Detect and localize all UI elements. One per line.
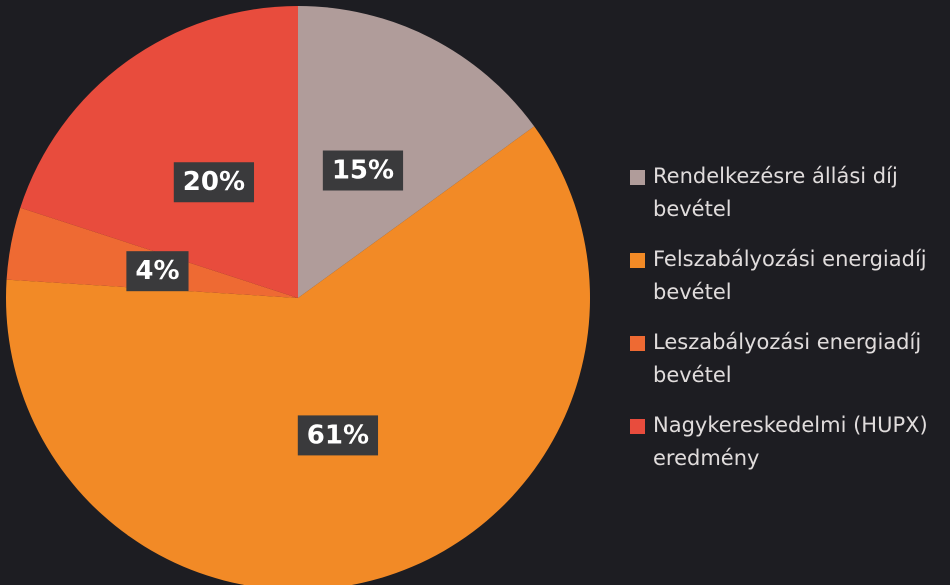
- pie-slice: [20, 6, 298, 298]
- data-label: 61%: [297, 415, 379, 456]
- data-label-box: [173, 162, 255, 203]
- legend-swatch: [630, 336, 645, 351]
- legend-item: Nagykereskedelmi (HUPX) eredmény: [630, 409, 950, 475]
- data-label-box: [322, 150, 404, 191]
- data-label-text: 15%: [332, 156, 394, 186]
- legend-swatch: [630, 170, 645, 185]
- data-label: 15%: [322, 150, 404, 191]
- legend: Rendelkezésre állási díj bevétel Felszabá…: [630, 160, 950, 492]
- pie-slice: [298, 6, 535, 298]
- legend-label: Nagykereskedelmi (HUPX) eredmény: [653, 413, 928, 470]
- legend-swatch: [630, 253, 645, 268]
- pie-slice: [6, 126, 590, 585]
- data-label-text: 61%: [307, 420, 369, 450]
- data-label: 4%: [126, 251, 189, 292]
- legend-item: Felszabályozási energiadíj bevétel: [630, 243, 950, 309]
- legend-item: Rendelkezésre állási díj bevétel: [630, 160, 950, 226]
- chart: 15% 61% 4% 20%: [6, 6, 590, 585]
- data-label: 20%: [173, 162, 255, 203]
- data-label-text: 20%: [183, 167, 245, 197]
- legend-label: Leszabályozási energiadíj bevétel: [653, 330, 922, 387]
- legend-label: Rendelkezésre állási díj bevétel: [653, 164, 898, 221]
- data-label-box: [297, 415, 379, 456]
- legend-swatch: [630, 419, 645, 434]
- legend-label: Felszabályozási energiadíj bevétel: [653, 247, 927, 304]
- data-label-box: [126, 251, 189, 292]
- legend-item: Leszabályozási energiadíj bevétel: [630, 326, 950, 392]
- data-label-text: 4%: [135, 256, 179, 286]
